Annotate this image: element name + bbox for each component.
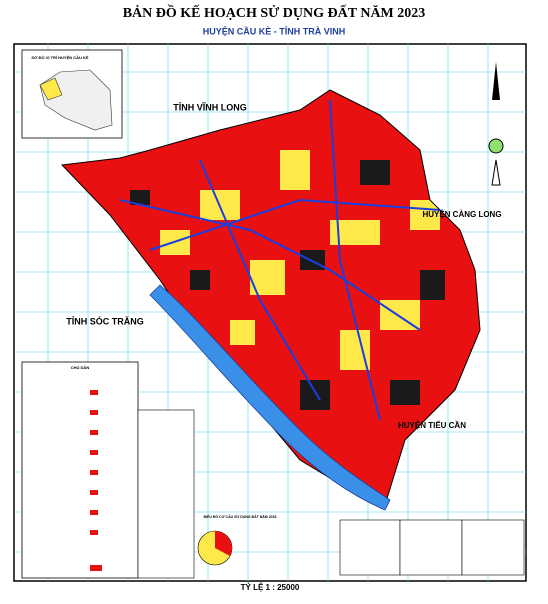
region-label: TỈNH VĨNH LONG xyxy=(173,101,247,112)
signature-boxes xyxy=(339,519,525,576)
legend: CHÚ DẪN xyxy=(21,361,195,579)
title: BẢN ĐỒ KẾ HOẠCH SỬ DỤNG ĐẤT NĂM 2023 xyxy=(123,3,426,21)
scale-label: TỶ LỆ 1 : 25000 xyxy=(241,583,300,592)
pie-chart: BIỂU ĐỒ CƠ CẤU SỬ DỤNG ĐẤT NĂM 2023 xyxy=(197,514,277,566)
river xyxy=(149,284,391,511)
north-arrow xyxy=(488,62,504,186)
inset-map: SƠ ĐỒ VỊ TRÍ HUYỆN CẦU KÈ xyxy=(21,49,123,139)
subtitle: HUYỆN CẦU KÈ - TỈNH TRÀ VINH xyxy=(203,25,346,36)
region-label: HUYỆN CÀNG LONG xyxy=(422,210,501,219)
inset-title: SƠ ĐỒ VỊ TRÍ HUYỆN CẦU KÈ xyxy=(31,55,89,60)
region-label: TỈNH SÓC TRĂNG xyxy=(66,315,144,326)
region-label: HUYỆN TIỂU CẦN xyxy=(398,420,466,430)
legend-title: CHÚ DẪN xyxy=(71,365,90,370)
pie-title: BIỂU ĐỒ CƠ CẤU SỬ DỤNG ĐẤT NĂM 2023 xyxy=(204,514,277,519)
